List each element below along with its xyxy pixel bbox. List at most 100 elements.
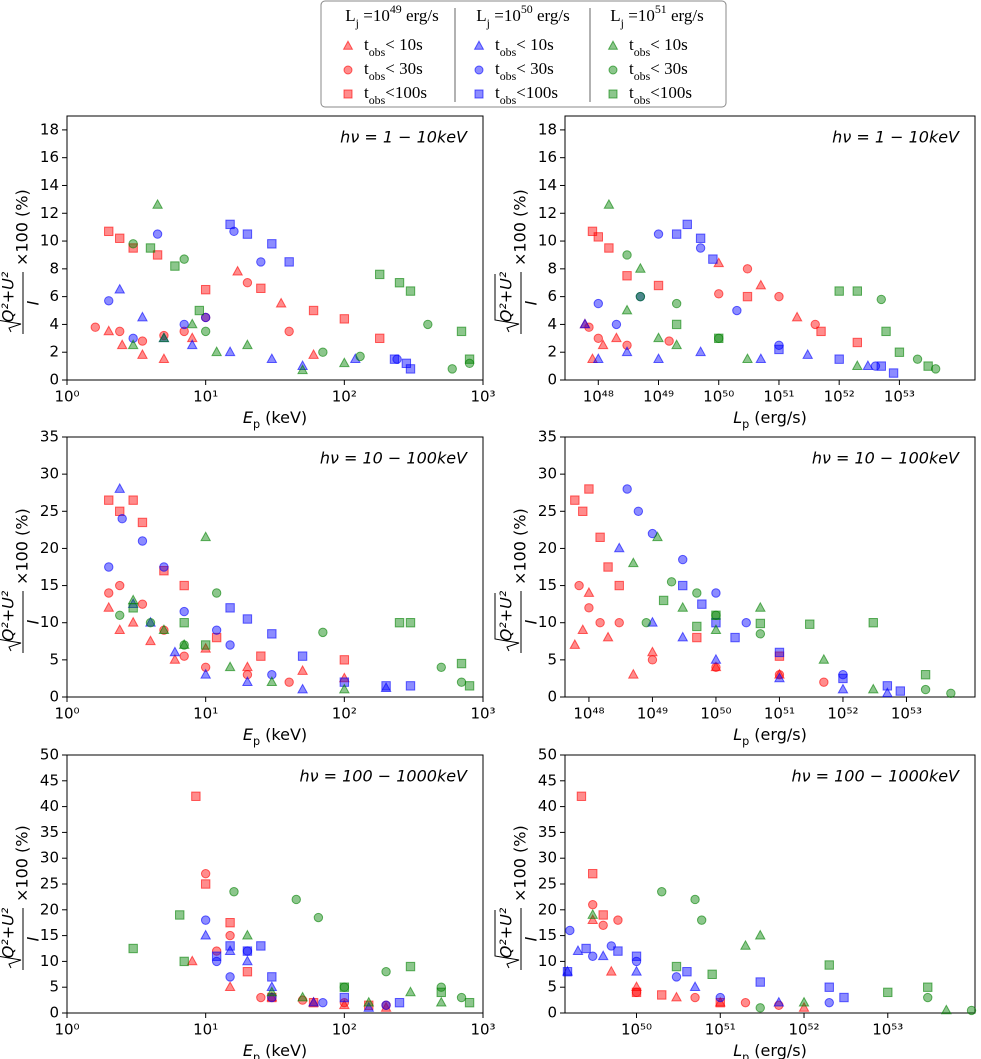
panel: 0 5 10 15 20 25 30 35 10⁰ 10¹ 10² 10³ Ep (keV) hν = 1… [0, 428, 496, 748]
point [671, 319, 682, 330]
x-tick-label: 10⁴⁸ [573, 705, 604, 723]
point [127, 594, 139, 605]
point [604, 243, 614, 253]
legend-entry-part: t [364, 35, 369, 54]
legend-entry-part: < 10s [385, 35, 422, 54]
point [381, 681, 391, 691]
x-axis-label-part: p [253, 1051, 260, 1059]
point [179, 640, 189, 650]
point [179, 618, 189, 628]
point [597, 339, 609, 350]
legend-entry: tobs< 30s [629, 59, 688, 83]
point [671, 972, 682, 982]
sqrt-sign [0, 910, 22, 969]
point [677, 601, 689, 612]
point [339, 982, 350, 992]
point [576, 791, 587, 801]
legend-entry-part: obs [369, 93, 386, 107]
point [587, 908, 599, 919]
point [284, 677, 294, 687]
y-tick-label: 30 [40, 849, 59, 867]
plot-frame [66, 115, 484, 381]
point [715, 992, 725, 1003]
x-tick-label: 10³ [470, 388, 495, 406]
y-label-denominator: I [24, 300, 43, 305]
point [689, 981, 701, 992]
point [819, 677, 829, 687]
point [613, 915, 623, 925]
point [692, 621, 702, 632]
legend-entry-part: t [364, 83, 369, 102]
point [587, 914, 599, 924]
point [653, 353, 664, 364]
point [613, 946, 623, 956]
point [117, 514, 127, 524]
point [773, 996, 785, 1007]
point [191, 791, 201, 801]
point [456, 658, 467, 669]
point [923, 361, 933, 371]
legend-entry-part: obs [500, 45, 517, 59]
point [256, 992, 266, 1003]
x-axis-label: Lp (erg/s) [733, 725, 807, 748]
point [456, 677, 467, 687]
point [631, 987, 642, 998]
point [349, 353, 361, 364]
point [343, 89, 353, 99]
point [128, 495, 138, 505]
y-tick-label: 50 [40, 746, 59, 764]
point [587, 226, 598, 237]
point [711, 588, 721, 598]
point [380, 682, 392, 692]
point [754, 601, 766, 612]
y-label-numerator: Q²+U² [0, 907, 18, 958]
y-tick-label: 20 [40, 900, 59, 918]
point [474, 89, 484, 99]
point [363, 996, 375, 1007]
legend-title-part: j [355, 16, 359, 30]
y-label-suffix: ×100 (%) [13, 189, 32, 266]
point [711, 662, 721, 672]
point [740, 939, 751, 950]
point [834, 354, 844, 364]
point [456, 992, 467, 1003]
point [145, 635, 156, 646]
point [851, 360, 863, 370]
x-axis-label-part: p [742, 418, 749, 431]
y-label-numerator: Q²+U² [497, 271, 516, 322]
point [225, 640, 235, 650]
x-axis-label-part: E [243, 408, 254, 427]
point [200, 929, 212, 940]
annotation: hν = 10 − 100keV [320, 449, 468, 468]
point [646, 646, 658, 657]
annotation: hν = 100 − 1000keV [299, 767, 468, 786]
plot-frame [564, 436, 976, 698]
x-axis-label: Ep (keV) [243, 725, 307, 748]
y-tick-label: 4 [49, 315, 59, 333]
point [714, 333, 724, 344]
y-label-suffix: ×100 (%) [511, 825, 530, 902]
legend-title-part: L [476, 6, 486, 25]
legend-title: Lj =1050 erg/s [476, 2, 569, 30]
point [824, 960, 834, 970]
point [755, 279, 767, 290]
legend-entry-part: obs [634, 45, 651, 59]
point [710, 653, 722, 664]
point [115, 580, 125, 591]
point [127, 339, 139, 350]
point [732, 305, 742, 316]
point [923, 982, 933, 992]
point [593, 333, 603, 344]
point [837, 683, 849, 694]
y-tick-label: 20 [40, 539, 59, 557]
point [128, 943, 138, 954]
legend-entry-part: t [629, 83, 634, 102]
sqrt-sign [494, 274, 520, 333]
x-tick-label: 10⁴⁹ [637, 705, 668, 723]
legend-entry-part: t [495, 35, 500, 54]
y-tick-label: 10 [538, 613, 557, 631]
legend-title-part: j [486, 16, 490, 30]
point [200, 868, 211, 879]
y-label-numerator: Q²+U² [497, 590, 516, 641]
point [114, 482, 126, 493]
